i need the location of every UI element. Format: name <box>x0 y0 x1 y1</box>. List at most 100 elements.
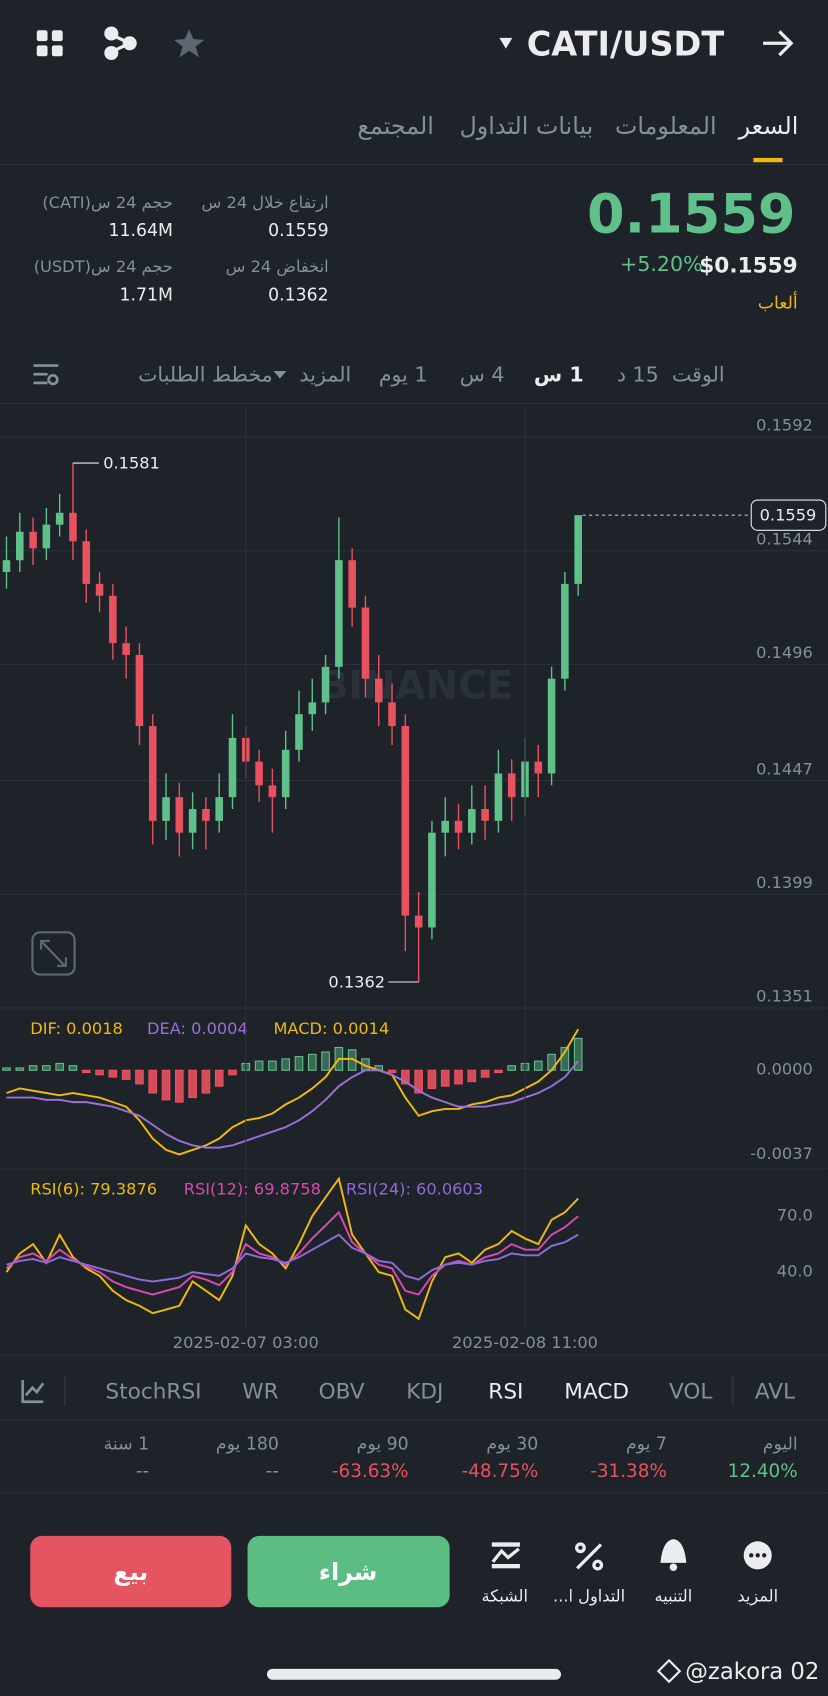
high-label: 0.1581 <box>103 454 160 473</box>
interval[interactable]: 4 س <box>459 362 505 387</box>
interval[interactable]: 1 يوم <box>378 362 428 387</box>
period-label: 7 يوم <box>625 1433 667 1454</box>
candle-body <box>361 607 370 679</box>
depth-chart[interactable]: مخطط الطلبات <box>138 362 273 387</box>
tab-active[interactable]: السعر <box>738 113 799 141</box>
candle-body <box>95 583 104 596</box>
usd-price: $0.1559 <box>699 252 798 278</box>
rsi-line <box>6 1233 579 1283</box>
y-tick-label: 40.0 <box>777 1262 813 1281</box>
macd-bar <box>440 1069 450 1087</box>
macd-bar <box>121 1069 131 1080</box>
indicator-tab[interactable]: WR <box>242 1377 279 1404</box>
macd-bar <box>108 1069 118 1078</box>
pair-dropdown[interactable] <box>499 37 513 49</box>
candle-body <box>55 512 64 525</box>
macd-bar <box>494 1069 503 1074</box>
indicator-tab[interactable]: StochRSI <box>105 1377 202 1404</box>
macd-bar <box>533 1060 543 1071</box>
tab[interactable]: المعلومات <box>615 113 717 141</box>
nav-label[interactable]: الشبكة <box>481 1586 529 1606</box>
indicator-tab-active[interactable]: RSI <box>488 1377 524 1404</box>
candle-body <box>561 583 569 679</box>
candle-body <box>481 809 489 821</box>
macd-bar <box>42 1065 51 1071</box>
watermark: BINANCE <box>319 663 513 708</box>
macd-bar <box>201 1069 211 1094</box>
period-label: 90 يوم <box>356 1433 409 1454</box>
expand-button[interactable] <box>31 931 76 976</box>
candle-body <box>321 666 330 703</box>
interval-label: الوقت <box>671 362 725 387</box>
candle-body <box>268 785 277 798</box>
favorite-icon[interactable] <box>174 29 205 58</box>
tab-indicator <box>753 157 783 163</box>
category-tag[interactable]: ألعاب <box>757 292 798 313</box>
period-label: اليوم <box>762 1433 798 1454</box>
macd-bar <box>174 1069 184 1103</box>
sell-button[interactable] <box>30 1535 232 1608</box>
chart-settings-icon[interactable] <box>33 364 59 386</box>
tab[interactable]: بيانات التداول <box>459 113 594 141</box>
nav-label[interactable]: التداول ا... <box>553 1586 626 1606</box>
more-icon[interactable] <box>743 1541 772 1570</box>
period-label: 30 يوم <box>486 1433 539 1454</box>
depth-dropdown[interactable] <box>273 370 287 379</box>
macd-bar <box>467 1069 477 1083</box>
macd-bar <box>95 1069 104 1076</box>
forward-icon[interactable] <box>763 30 794 57</box>
indicator-icon[interactable] <box>21 1380 45 1404</box>
share-icon[interactable] <box>104 26 137 61</box>
macd-bar <box>254 1060 264 1071</box>
indicator-tab[interactable]: OBV <box>318 1377 365 1404</box>
stat-value: 0.1362 <box>268 284 329 306</box>
interval-more[interactable]: المزيد <box>299 362 352 387</box>
period-change: -- <box>265 1460 279 1483</box>
credit: @zakora 02 <box>685 1658 820 1685</box>
grid-icon[interactable] <box>491 1542 520 1569</box>
macd-bar <box>28 1065 38 1071</box>
indicator-tab[interactable]: VOL <box>668 1377 713 1404</box>
macd-bar <box>294 1056 304 1071</box>
macd-bar <box>15 1067 25 1071</box>
candle-body <box>441 820 450 833</box>
nav-label[interactable]: التنبيه <box>654 1586 693 1606</box>
macd-bar <box>387 1069 397 1074</box>
interval[interactable]: 15 د <box>616 362 659 387</box>
candle-body <box>295 714 303 750</box>
tab[interactable]: المجتمع <box>357 113 434 141</box>
macd-bar <box>307 1053 317 1071</box>
indicator-tab[interactable]: KDJ <box>406 1377 444 1404</box>
period-change: -- <box>135 1460 150 1483</box>
x-tick-label: 2025-02-07 03:00 <box>173 1333 319 1352</box>
macd-bar <box>414 1069 423 1094</box>
nav-label[interactable]: المزيد <box>737 1586 779 1606</box>
stat-label: حجم 24 س(USDT) <box>33 256 173 277</box>
candle-body <box>574 515 582 584</box>
indicator-tab[interactable]: AVL <box>754 1377 796 1404</box>
y-tick-label: 0.1447 <box>756 759 813 778</box>
buy-button[interactable] <box>247 1535 450 1608</box>
buy-label[interactable]: شراء <box>318 1559 378 1587</box>
interval-active[interactable]: 1 س <box>533 362 584 387</box>
apps-icon[interactable] <box>36 30 63 57</box>
candle-body <box>401 726 410 916</box>
alert-icon[interactable] <box>660 1539 687 1572</box>
stat-value: 0.1559 <box>268 219 329 241</box>
candle-body <box>122 643 130 655</box>
candle-body <box>468 809 476 833</box>
candle-body <box>29 531 37 549</box>
sell-label[interactable]: بيع <box>113 1559 149 1587</box>
candle-body <box>428 832 436 928</box>
legend-entry: DIF: 0.0018 <box>30 1019 123 1038</box>
stat-label: انخفاض 24 س <box>225 256 329 277</box>
trade-icon[interactable] <box>575 1542 604 1571</box>
macd-bar <box>2 1067 11 1071</box>
period-change: 12.40% <box>727 1460 798 1483</box>
pair-title[interactable]: CATI/USDT <box>526 25 725 65</box>
last-price: 0.1559 <box>586 182 796 246</box>
macd-bar <box>480 1069 490 1078</box>
indicator-tab-active[interactable]: MACD <box>564 1377 630 1404</box>
macd-line <box>6 1060 579 1149</box>
